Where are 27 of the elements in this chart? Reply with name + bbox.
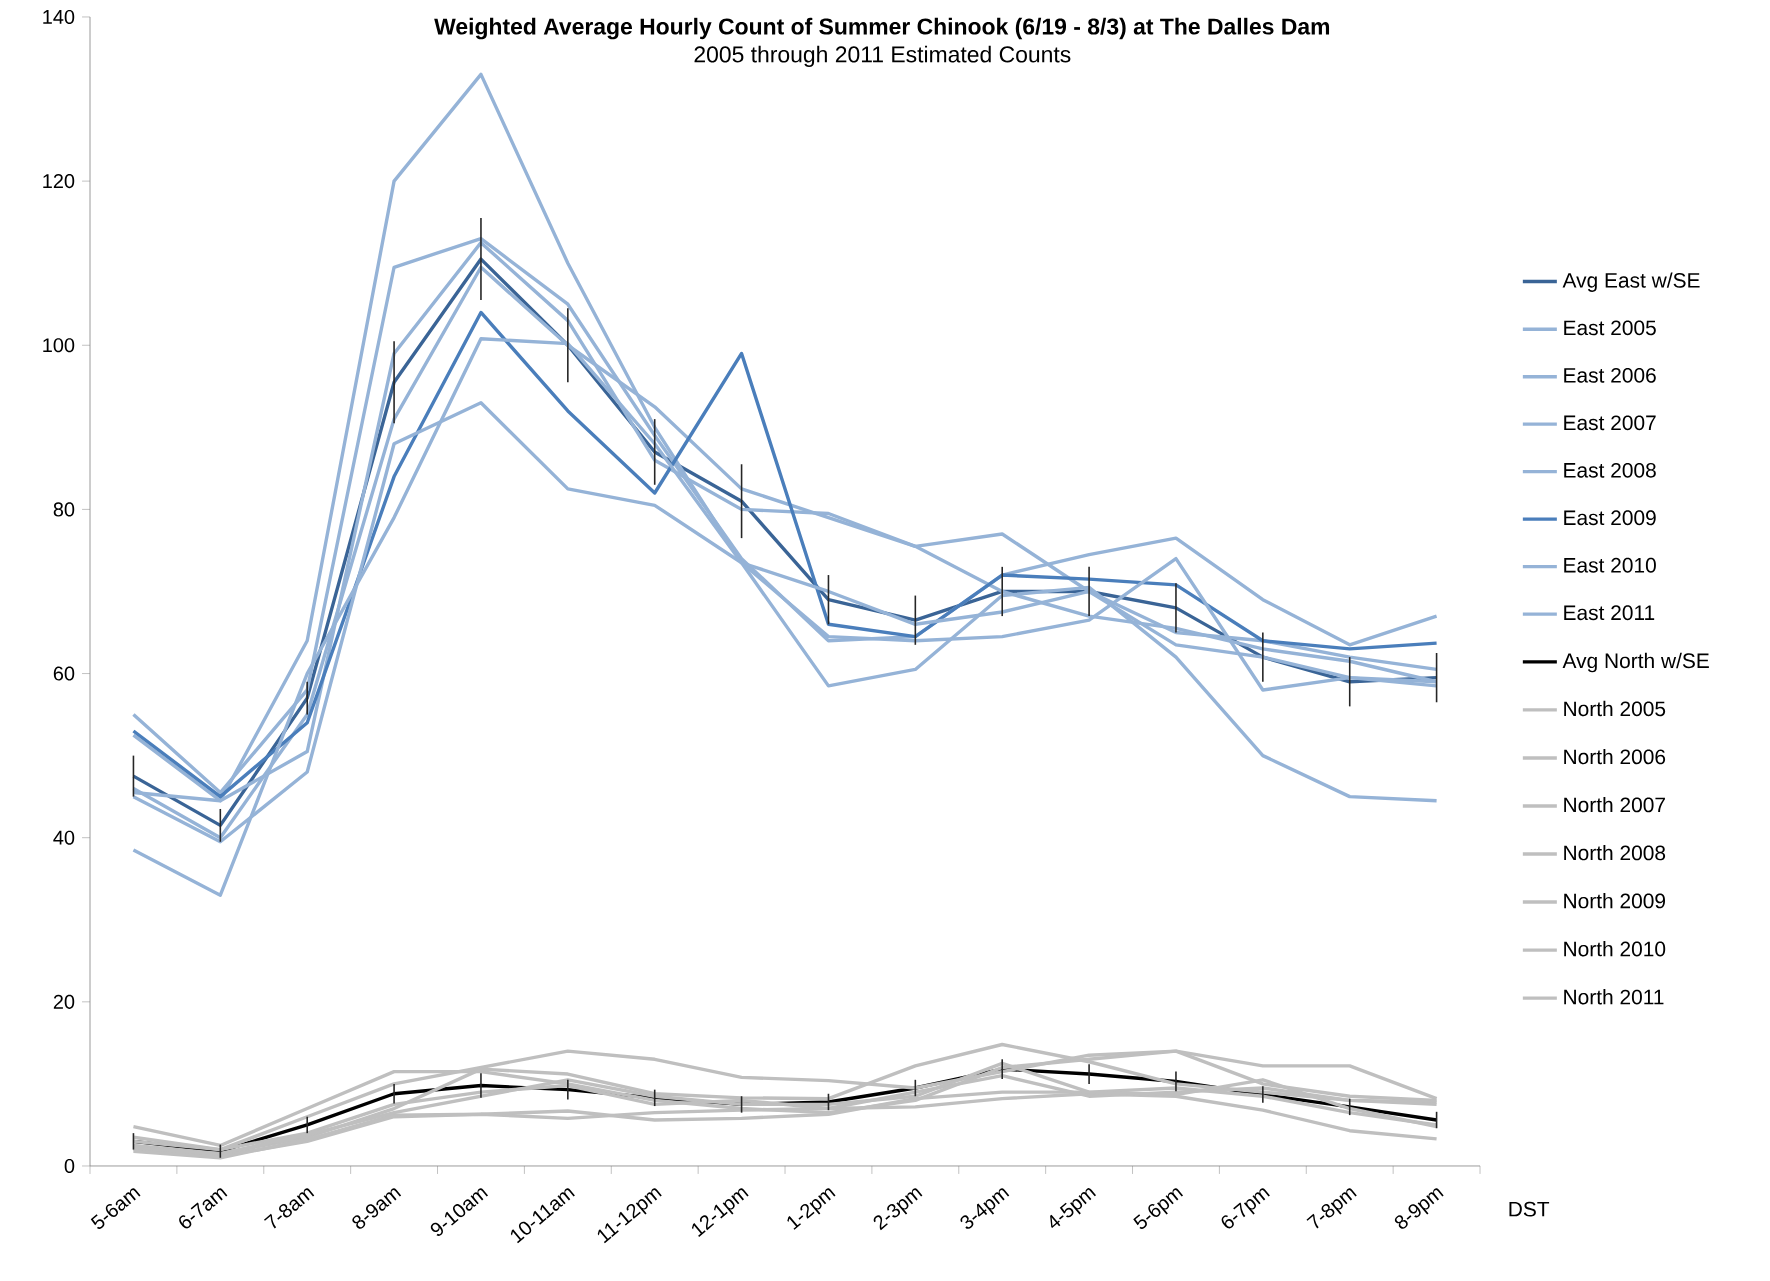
legend-label: East 2006 bbox=[1564, 367, 1656, 383]
legend-label: East 2005 bbox=[1564, 320, 1656, 336]
y-tick-label: 100 bbox=[43, 338, 75, 353]
y-tick-label: 0 bbox=[64, 1158, 75, 1174]
legend-label: North 2006 bbox=[1564, 748, 1666, 765]
chart-title: Weighted Average Hourly Count of Summer Chinook (6/19 - 8/3) at The Dalles Dam bbox=[434, 17, 1330, 40]
legend-label: Avg North w/SE bbox=[1562, 652, 1709, 673]
legend-label: North 2005 bbox=[1564, 700, 1666, 717]
legend-label: East 2007 bbox=[1564, 415, 1656, 431]
x-axis-title: DST bbox=[1509, 1201, 1550, 1217]
legend-label: Avg East w/SE bbox=[1562, 272, 1700, 292]
legend-label: East 2010 bbox=[1564, 557, 1656, 573]
legend-label: North 2010 bbox=[1564, 941, 1666, 957]
y-tick-label: 140 bbox=[43, 9, 75, 25]
text: 2005 through 2011 Estimated Counts bbox=[694, 45, 1071, 68]
y-tick-label: 80 bbox=[53, 502, 75, 517]
legend-label: North 2008 bbox=[1564, 844, 1666, 861]
legend-label: East 2008 bbox=[1564, 462, 1656, 478]
y-tick-label: 120 bbox=[43, 174, 75, 189]
legend-label: East 2011 bbox=[1564, 605, 1655, 621]
y-tick-label: 20 bbox=[53, 994, 75, 1009]
legend-label: East 2009 bbox=[1564, 510, 1656, 526]
legend-label: North 2009 bbox=[1564, 893, 1666, 909]
legend-label: North 2007 bbox=[1564, 796, 1665, 813]
legend-label: North 2011 bbox=[1564, 989, 1664, 1005]
y-tick-label: 60 bbox=[53, 666, 75, 681]
y-tick-label: 40 bbox=[53, 830, 75, 845]
